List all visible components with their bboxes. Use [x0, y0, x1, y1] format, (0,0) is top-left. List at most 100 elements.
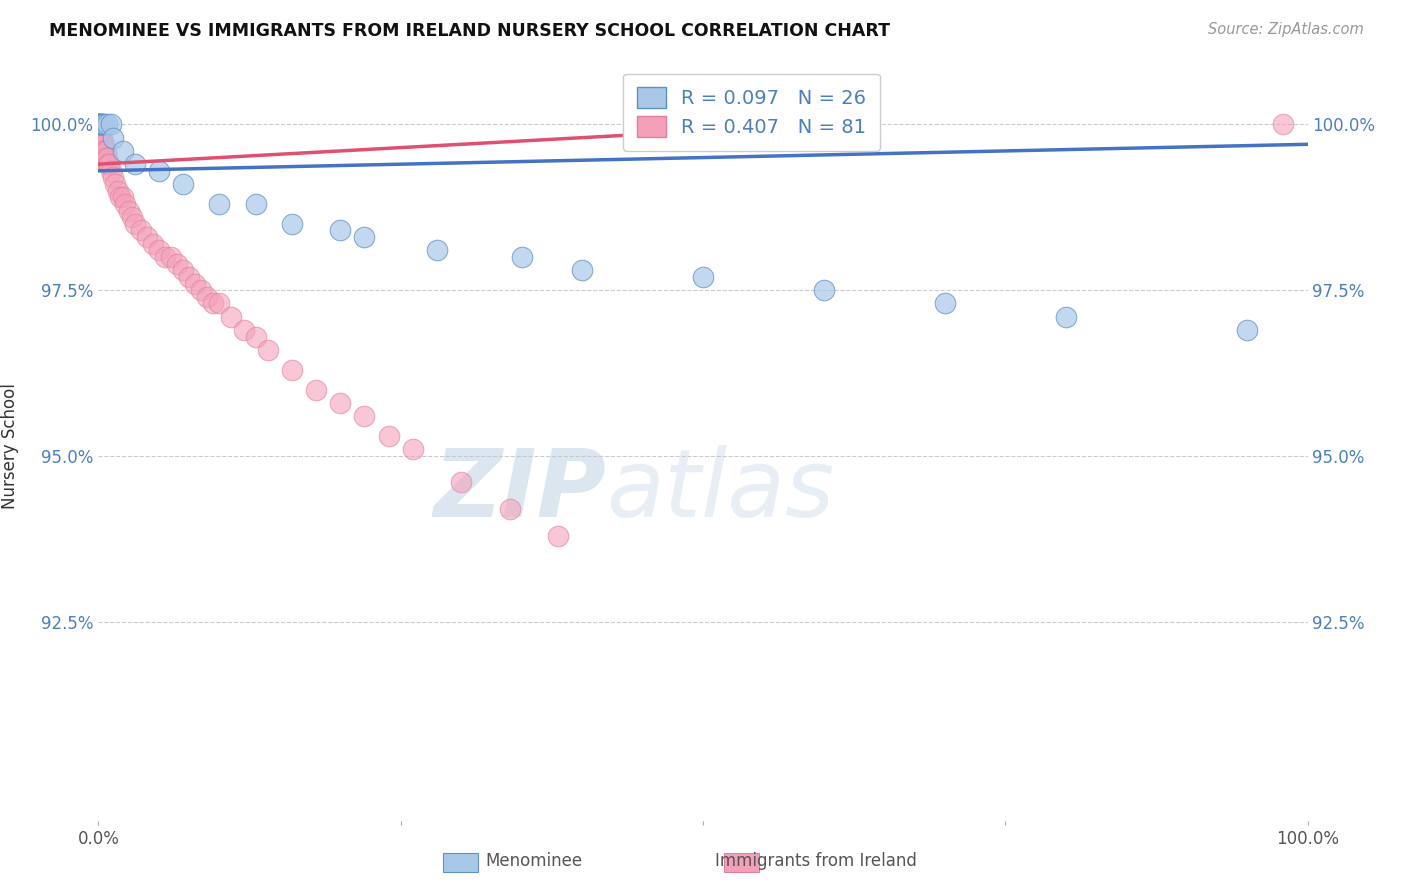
Point [281, 217, 304, 231]
Point [232, 323, 254, 337]
Point [101, 170, 124, 185]
Point [426, 244, 449, 258]
Point [87, 137, 110, 152]
Point [305, 383, 328, 397]
Point [94, 151, 117, 165]
Point [90, 137, 112, 152]
Point [111, 144, 134, 158]
Point [87, 151, 110, 165]
Point [184, 277, 207, 291]
Point [208, 296, 231, 310]
Point [547, 528, 569, 542]
Point [97, 157, 120, 171]
Point [90, 124, 112, 138]
Point [129, 223, 152, 237]
Point [245, 329, 267, 343]
Point [91, 117, 114, 131]
Point [89, 124, 111, 138]
Point [93, 144, 115, 158]
Point [353, 409, 375, 424]
Point [692, 269, 714, 284]
Point [135, 230, 157, 244]
Point [101, 130, 124, 145]
Point [353, 230, 375, 244]
Point [87, 117, 110, 131]
Point [108, 190, 131, 204]
Point [89, 117, 111, 131]
Point [91, 144, 114, 158]
Point [195, 290, 218, 304]
Point [91, 117, 114, 131]
Y-axis label: Nursery School: Nursery School [1, 383, 20, 509]
Point [91, 137, 114, 152]
Point [510, 250, 533, 264]
Point [87, 117, 110, 131]
Point [208, 197, 231, 211]
Point [245, 197, 267, 211]
Point [190, 283, 212, 297]
Point [202, 296, 225, 310]
Point [87, 144, 110, 158]
Legend: R = 0.097   N = 26, R = 0.407   N = 81: R = 0.097 N = 26, R = 0.407 N = 81 [623, 73, 880, 151]
Text: Menominee: Menominee [485, 852, 583, 870]
Point [1272, 117, 1295, 131]
Point [93, 117, 115, 131]
Point [89, 130, 111, 145]
Point [89, 117, 111, 131]
Point [221, 310, 243, 324]
Point [498, 502, 520, 516]
Point [179, 269, 201, 284]
Point [90, 130, 112, 145]
Point [87, 117, 110, 131]
Point [329, 223, 352, 237]
Point [111, 190, 134, 204]
Point [87, 117, 110, 131]
Point [1054, 310, 1077, 324]
Text: Source: ZipAtlas.com: Source: ZipAtlas.com [1208, 22, 1364, 37]
Point [813, 283, 835, 297]
Point [94, 144, 117, 158]
Point [329, 396, 352, 410]
Point [114, 197, 136, 211]
Point [93, 137, 115, 152]
Text: atlas: atlas [606, 445, 835, 536]
Point [153, 250, 176, 264]
Point [172, 177, 194, 191]
Point [87, 117, 110, 131]
Point [96, 151, 118, 165]
Point [377, 429, 399, 443]
Point [104, 177, 127, 191]
Point [96, 117, 118, 131]
Point [450, 475, 472, 490]
Point [87, 130, 110, 145]
Point [89, 117, 111, 131]
Point [571, 263, 593, 277]
Point [118, 203, 141, 218]
Point [100, 164, 122, 178]
Text: Immigrants from Ireland: Immigrants from Ireland [714, 852, 917, 870]
Point [87, 124, 110, 138]
Point [281, 363, 304, 377]
Text: ZIP: ZIP [433, 445, 606, 537]
Point [142, 236, 165, 251]
Point [1236, 323, 1258, 337]
Point [87, 137, 110, 152]
Text: MENOMINEE VS IMMIGRANTS FROM IRELAND NURSERY SCHOOL CORRELATION CHART: MENOMINEE VS IMMIGRANTS FROM IRELAND NUR… [49, 22, 890, 40]
Point [91, 137, 114, 152]
Point [87, 124, 110, 138]
Point [89, 137, 111, 152]
Point [87, 124, 110, 138]
Point [87, 117, 110, 131]
Point [121, 211, 143, 225]
Point [89, 124, 111, 138]
Point [98, 157, 121, 171]
Point [89, 130, 111, 145]
Point [91, 130, 114, 145]
Point [124, 217, 146, 231]
Point [166, 257, 188, 271]
Point [87, 130, 110, 145]
Point [87, 144, 110, 158]
Point [107, 184, 129, 198]
Point [934, 296, 956, 310]
Point [87, 124, 110, 138]
